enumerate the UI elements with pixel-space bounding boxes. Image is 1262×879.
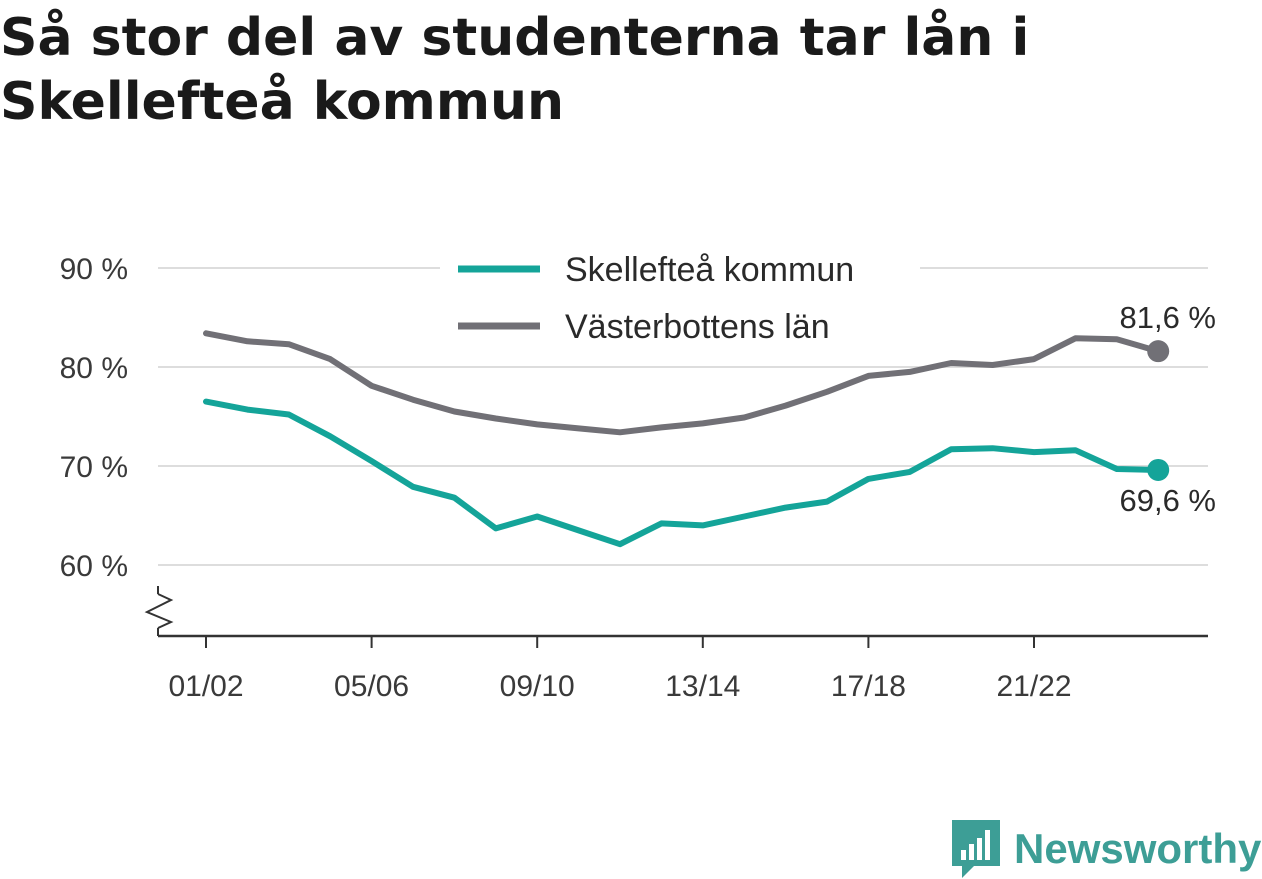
series-end-point [1147,340,1170,363]
y-tick-label: 90 % [60,253,128,286]
x-tick-label: 21/22 [996,670,1071,703]
series-line [203,398,1162,548]
y-axis-ticks: 90 % 80 % 70 % 60 % [60,253,128,583]
x-tick-label: 17/18 [831,670,906,703]
axes [144,586,1208,638]
x-tick-label: 05/06 [334,670,409,703]
brand: Newsworthy [952,820,1261,878]
legend-label: Västerbottens län [565,308,830,346]
y-tick-label: 70 % [60,451,128,484]
x-tick-label: 01/02 [168,670,243,703]
y-tick-label: 60 % [60,550,128,583]
legend-label: Skellefteå kommun [565,251,854,289]
legend-background [440,236,920,354]
series-end-point [1147,458,1170,481]
legend: Skellefteå kommun Västerbottens län [440,236,920,354]
x-tick-label: 13/14 [665,670,740,703]
brand-name: Newsworthy [1014,825,1262,872]
x-axis-ticks: 01/02 05/06 09/10 13/14 17/18 21/22 [168,636,1072,703]
series-end-label: 81,6 % [1119,300,1216,335]
chart-title: Så stor del av studenterna tar lån i Ske… [0,8,1030,132]
series-line [203,330,1162,436]
newsworthy-logo-icon [952,820,1000,878]
axis-break-icon [144,593,174,629]
x-tick-label: 09/10 [500,670,575,703]
series-lines [203,330,1170,548]
y-tick-label: 80 % [60,352,128,385]
end-labels: 69,6 % 81,6 % [1119,300,1216,518]
series-end-label: 69,6 % [1119,483,1216,518]
